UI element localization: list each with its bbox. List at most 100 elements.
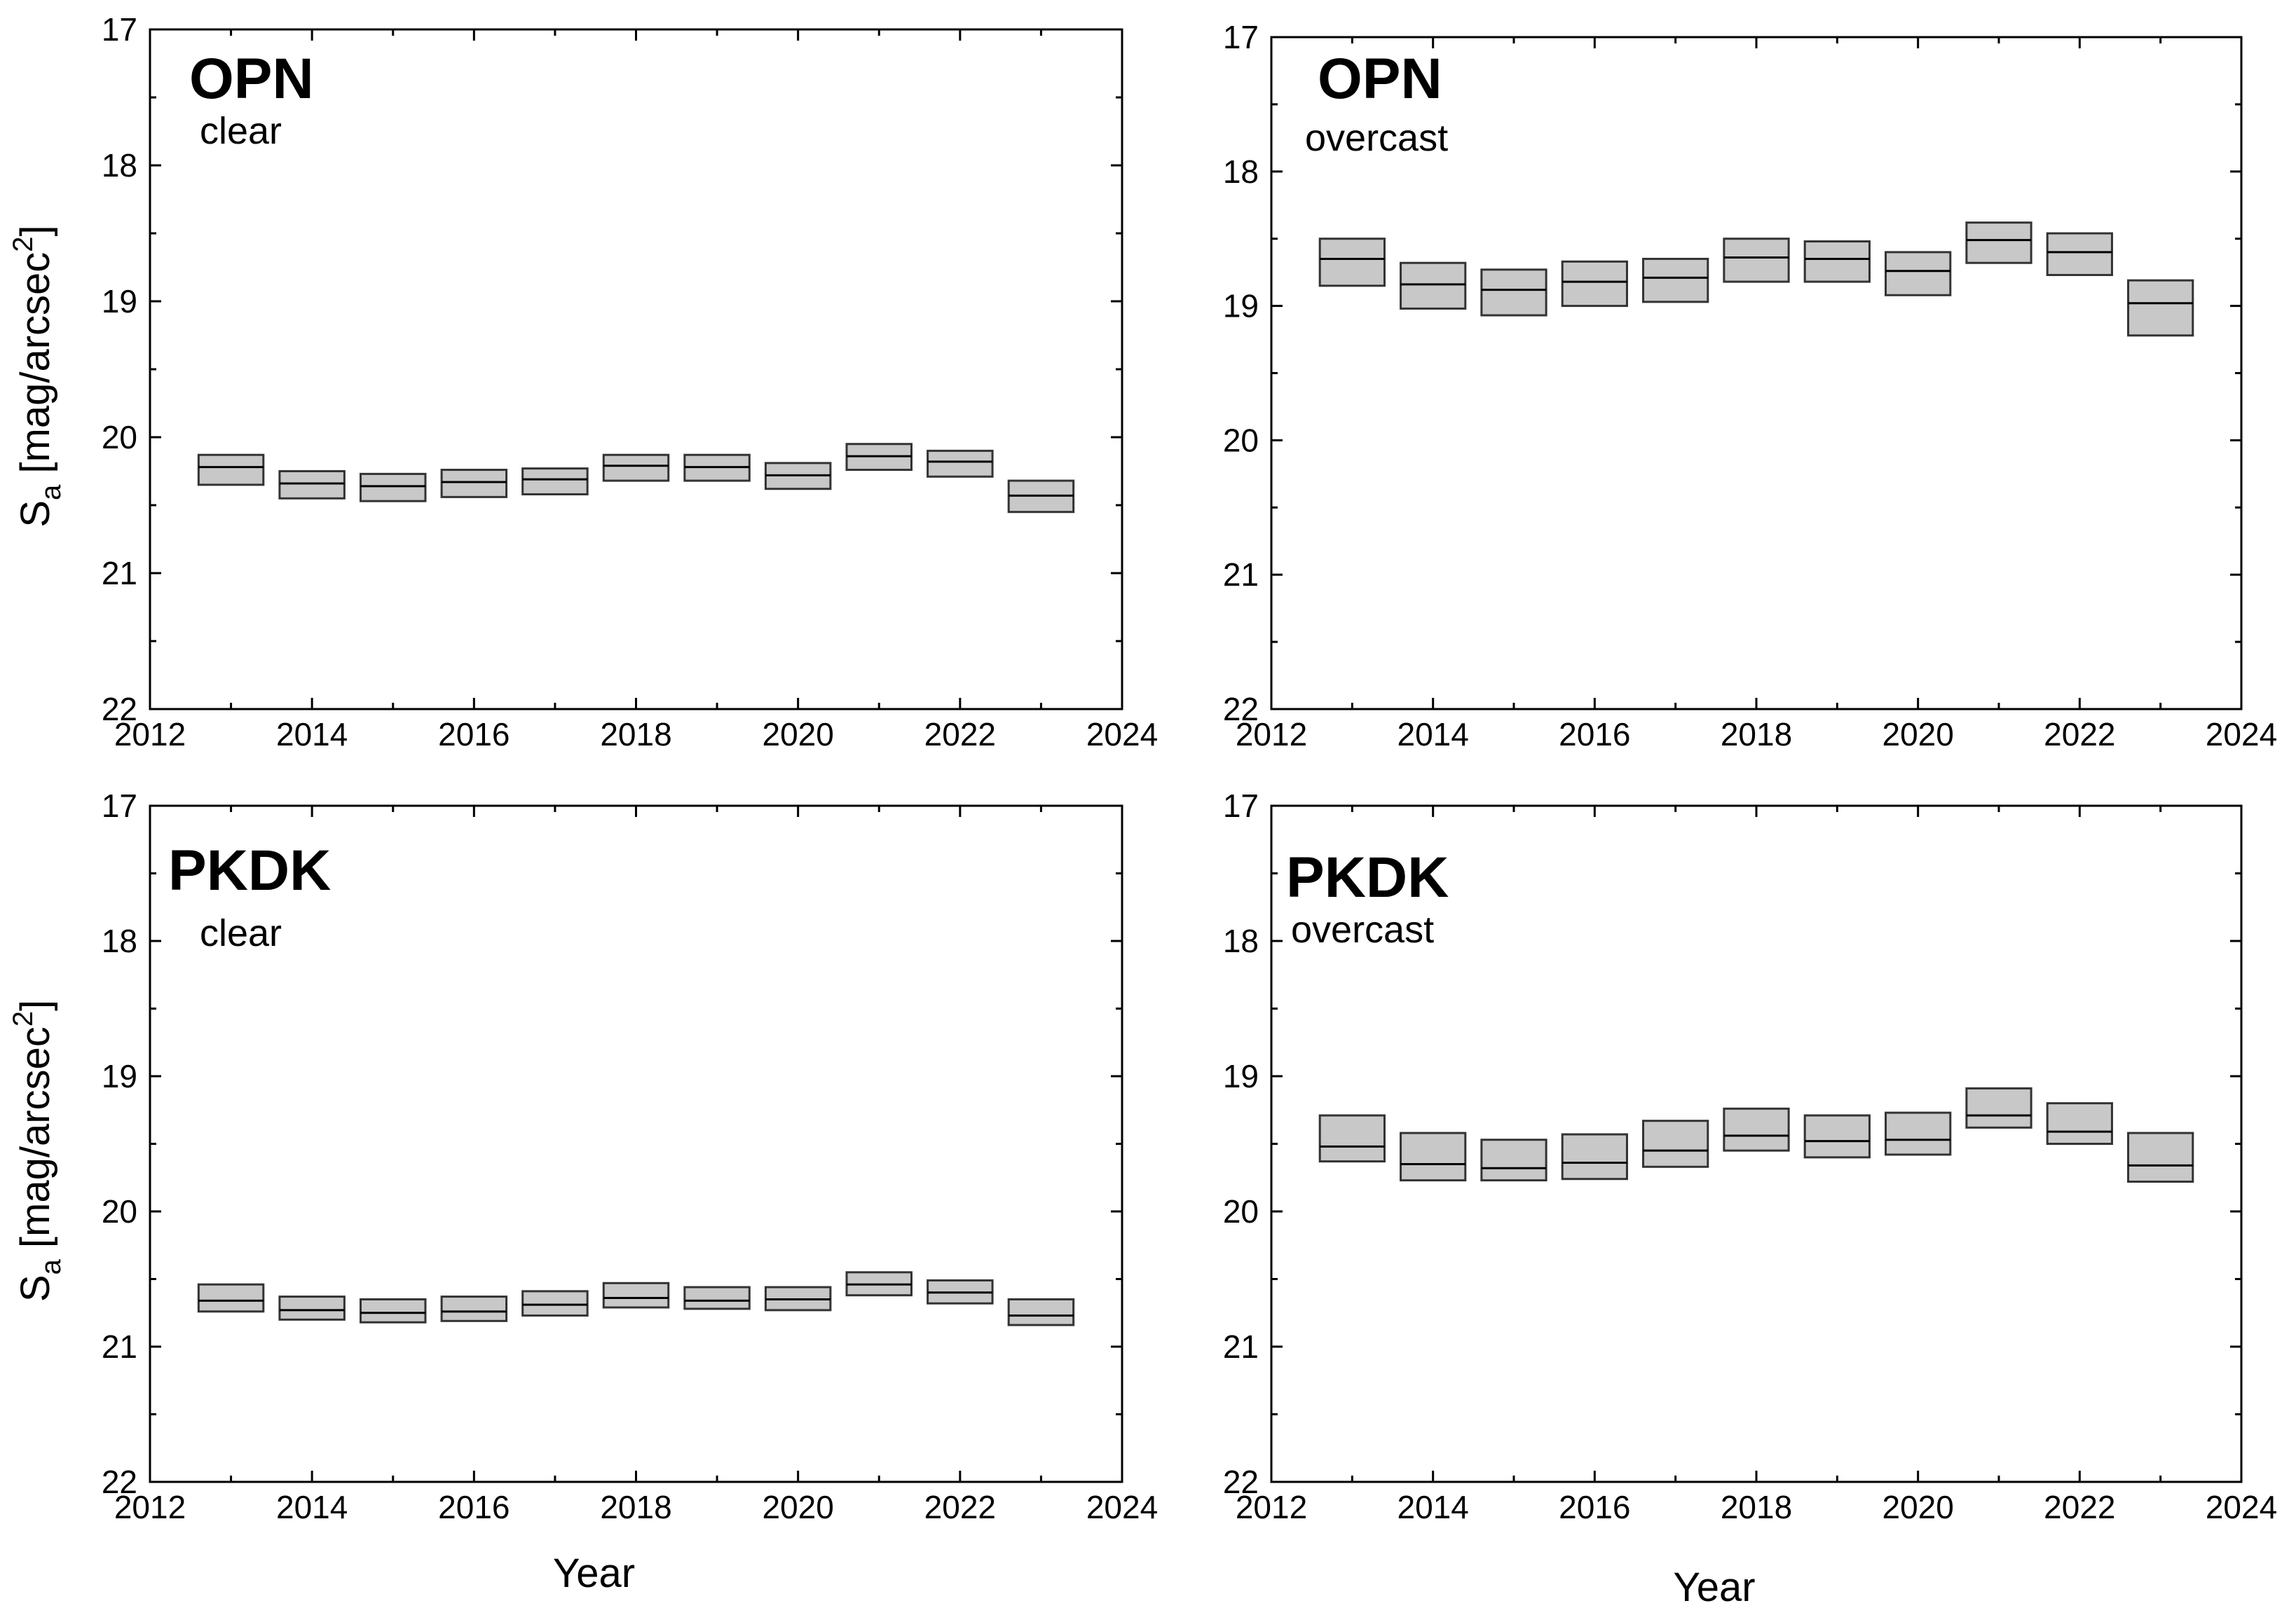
box-body	[1480, 268, 1547, 317]
x-tick-label: 2014	[1397, 1489, 1468, 1525]
box-body	[2127, 1132, 2194, 1183]
x-tick-label: 2018	[1721, 1489, 1792, 1525]
box-2023	[2127, 1132, 2194, 1183]
x-tick-label: 2022	[924, 1489, 996, 1525]
box-body	[1642, 1120, 1709, 1168]
box-2022	[2046, 232, 2113, 276]
box-2023	[1007, 1298, 1075, 1326]
box-2020	[1885, 1111, 1952, 1156]
y-tick-label: 20	[1223, 422, 1259, 458]
box-body	[360, 472, 427, 502]
y-tick-label: 20	[102, 1193, 137, 1230]
x-axis-title: Year	[553, 1551, 635, 1596]
box-2013	[197, 1283, 265, 1313]
box-2016	[1561, 1133, 1628, 1181]
y-tick-label: 18	[102, 923, 137, 959]
x-tick-label: 2012	[1236, 716, 1307, 753]
box-2017	[1642, 257, 1709, 303]
box-2018	[602, 1281, 670, 1309]
x-tick-label: 2022	[924, 716, 996, 753]
box-2014	[1400, 261, 1467, 310]
box-body	[683, 1286, 751, 1310]
box-body	[1803, 240, 1871, 283]
y-tick-label: 19	[1223, 288, 1259, 324]
y-tick-label: 20	[102, 419, 137, 455]
box-2019	[1803, 1114, 1871, 1159]
box-2018	[1723, 238, 1790, 283]
x-tick-label: 2016	[438, 716, 510, 753]
box-body	[1561, 1133, 1628, 1181]
box-body	[1400, 1132, 1467, 1182]
box-2015	[1480, 268, 1547, 317]
chart-panel-pkdk-clear: 2012 2014 2016 2018 2020 2022 2024 17 18 19 20 21 22…	[8, 788, 1158, 1596]
station-label: OPN	[1318, 47, 1442, 111]
box-2013	[197, 453, 265, 486]
box-body	[1723, 238, 1790, 283]
condition-label: overcast	[1291, 909, 1434, 951]
x-tick-label: 2018	[600, 1489, 671, 1525]
y-tick-label: 22	[1223, 1464, 1259, 1500]
x-tick-label: 2020	[762, 1489, 833, 1525]
box-body	[1803, 1114, 1871, 1159]
y-tick-label: 21	[1223, 556, 1259, 593]
y-axis-title: Sa [mag/arcsec2]	[8, 225, 67, 527]
box-body	[440, 469, 508, 498]
box-2016	[440, 1296, 508, 1322]
box-body	[521, 1290, 589, 1317]
box-body	[602, 1281, 670, 1309]
station-label: OPN	[189, 47, 314, 111]
box-body	[1642, 257, 1709, 303]
x-tick-label: 2018	[1721, 716, 1792, 753]
y-tick-label: 19	[102, 1058, 137, 1094]
box-2020	[1885, 251, 1952, 296]
box-2014	[278, 1296, 346, 1321]
y-tick-label: 18	[102, 147, 137, 184]
station-label: PKDK	[168, 839, 331, 902]
x-tick-label: 2014	[1397, 716, 1468, 753]
x-tick-label: 2012	[1236, 1489, 1307, 1525]
box-2022	[927, 1279, 994, 1305]
y-tick-label: 22	[102, 1464, 137, 1500]
x-tick-label: 2016	[1559, 1489, 1630, 1525]
condition-label: clear	[200, 110, 282, 152]
box-2020	[764, 462, 832, 490]
box-body	[927, 449, 994, 478]
box-2017	[521, 1290, 589, 1317]
box-2021	[1965, 1087, 2032, 1129]
y-tick-label: 17	[1223, 788, 1259, 824]
box-2013	[1318, 1114, 1386, 1163]
x-tick-label: 2022	[2044, 716, 2115, 753]
box-body	[1318, 1114, 1386, 1163]
condition-label: overcast	[1305, 117, 1448, 159]
box-body	[1400, 261, 1467, 310]
x-tick-label: 2024	[2206, 1489, 2277, 1525]
x-tick-label: 2020	[1882, 716, 1953, 753]
box-body	[1965, 1087, 2032, 1129]
box-2014	[278, 470, 346, 500]
x-tick-label: 2024	[2206, 716, 2277, 753]
box-2015	[360, 472, 427, 502]
x-tick-label: 2022	[2044, 1489, 2115, 1525]
box-2023	[2127, 279, 2194, 337]
x-tick-label: 2012	[114, 1489, 186, 1525]
box-body	[602, 453, 670, 482]
box-body	[2046, 1102, 2113, 1145]
station-label: PKDK	[1286, 846, 1449, 909]
y-tick-label: 21	[102, 555, 137, 591]
condition-label: clear	[200, 912, 282, 954]
y-tick-label: 21	[102, 1328, 137, 1365]
y-tick-label: 17	[102, 788, 137, 824]
x-tick-label: 2020	[762, 716, 833, 753]
x-tick-label: 2018	[600, 716, 671, 753]
box-body	[1885, 251, 1952, 296]
x-tick-label: 2024	[1086, 1489, 1158, 1525]
box-2022	[927, 449, 994, 478]
box-2016	[1561, 260, 1628, 308]
chart-panel-pkdk-overcast: 2012 2014 2016 2018 2020 2022 2024 17 18 19 20 21 22…	[1223, 788, 2277, 1608]
box-2017	[1642, 1120, 1709, 1168]
box-body	[360, 1298, 427, 1324]
box-body	[197, 1283, 265, 1313]
box-body	[1561, 260, 1628, 308]
box-body	[1723, 1107, 1790, 1152]
box-body	[1480, 1139, 1547, 1182]
